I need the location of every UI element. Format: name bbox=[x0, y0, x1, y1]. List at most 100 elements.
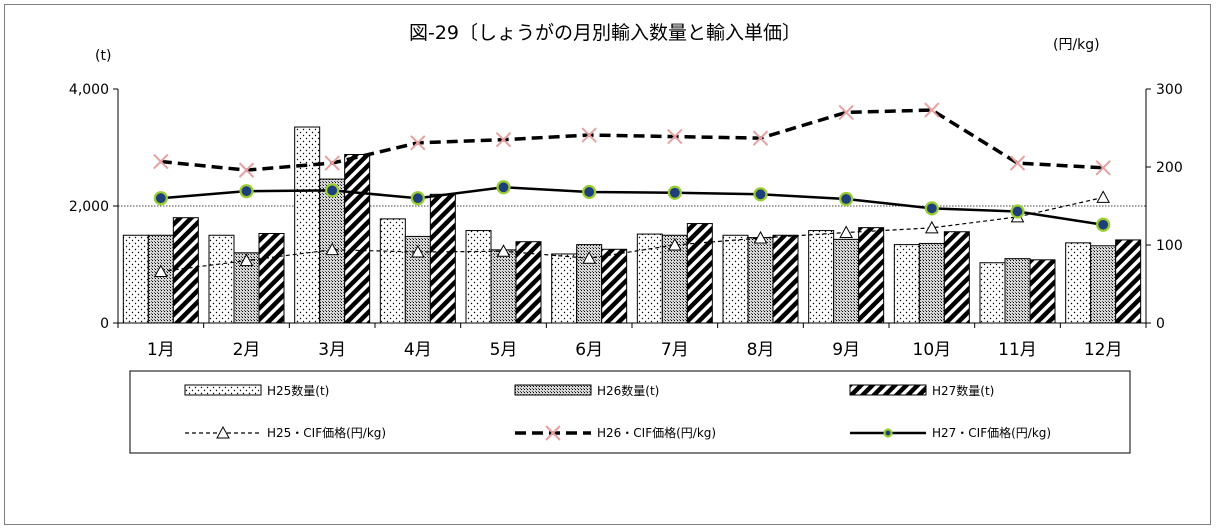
bar-h25 bbox=[208, 234, 235, 324]
line-h27 bbox=[160, 186, 1104, 226]
left-tick-label: 4,000 bbox=[69, 82, 109, 98]
right-tick-label: 200 bbox=[1156, 160, 1183, 176]
bar-h25 bbox=[1065, 242, 1092, 324]
marker-h25 bbox=[496, 244, 511, 257]
legend-label-line-h25: H25・CIF価格(円/kg) bbox=[267, 425, 386, 440]
marker-h26-stroke bbox=[324, 155, 340, 171]
bar-h26 bbox=[918, 242, 945, 324]
x-tick-label: 2月 bbox=[233, 340, 261, 360]
bar-h26 bbox=[1090, 245, 1117, 324]
marker-h26-stroke bbox=[238, 162, 255, 178]
marker-h27 bbox=[839, 191, 854, 207]
plot-area: 0 2,000 4,000 0 100 200 300 1月 2月 3月 4月 5月 6月 7月 8月 9月 1… bbox=[69, 82, 1183, 360]
bar-h27 bbox=[1029, 259, 1056, 324]
marker-h25 bbox=[582, 251, 597, 264]
marker-h27 bbox=[582, 184, 597, 200]
right-tick-label: 100 bbox=[1156, 238, 1183, 254]
right-axis-unit: (円/kg) bbox=[1053, 37, 1100, 53]
bar-h27 bbox=[943, 231, 970, 324]
marker-h26-stroke bbox=[153, 153, 169, 170]
bar-h25 bbox=[808, 230, 835, 324]
bar-h25 bbox=[893, 244, 920, 324]
marker-h25 bbox=[410, 244, 425, 258]
marker-h27 bbox=[410, 191, 425, 206]
marker-h26 bbox=[838, 104, 854, 121]
marker-h25 bbox=[325, 242, 340, 256]
x-tick-label: 1月 bbox=[147, 340, 175, 360]
marker-h26 bbox=[1009, 155, 1026, 171]
x-tick-label: 11月 bbox=[998, 340, 1037, 360]
bar-h26 bbox=[1004, 258, 1031, 324]
chart-svg: 図-29〔しょうがの月別輸入数量と輸入単価〕 (t) (円/kg) 0 2,000… bbox=[69, 22, 1183, 454]
x-tick-label: 8月 bbox=[747, 340, 775, 360]
marker-h26 bbox=[667, 128, 683, 145]
right-tick-label: 300 bbox=[1156, 82, 1183, 98]
marker-h25 bbox=[667, 237, 682, 251]
marker-h25 bbox=[924, 220, 939, 234]
bar-h27 bbox=[515, 241, 542, 324]
bar-h25 bbox=[979, 262, 1006, 324]
line-h26 bbox=[160, 108, 1104, 172]
marker-h26-stroke bbox=[581, 127, 597, 143]
bar-h27 bbox=[858, 227, 885, 324]
bar-h26 bbox=[490, 249, 517, 324]
marker-h26 bbox=[324, 155, 340, 171]
bar-h27 bbox=[258, 232, 285, 324]
bar-h25 bbox=[294, 126, 321, 324]
marker-h27 bbox=[1096, 217, 1111, 232]
marker-h26-stroke bbox=[1095, 160, 1111, 176]
legend-swatch-bar-h26 bbox=[514, 384, 592, 396]
marker-h27 bbox=[239, 184, 254, 199]
legend-label-bar-h25: H25数量(t) bbox=[267, 383, 329, 398]
right-tick-label: 0 bbox=[1156, 316, 1165, 332]
marker-h25 bbox=[753, 230, 768, 244]
left-tick-label: 2,000 bbox=[69, 199, 109, 215]
marker-h26 bbox=[495, 131, 512, 148]
x-tick-label: 9月 bbox=[832, 340, 860, 360]
legend-marker-h26-stroke bbox=[545, 425, 561, 441]
chart-title: 図-29〔しょうがの月別輸入数量と輸入単価〕 bbox=[409, 22, 801, 44]
x-tick-label: 4月 bbox=[404, 340, 432, 360]
marker-h27 bbox=[753, 187, 768, 202]
marker-h25 bbox=[1096, 190, 1111, 203]
marker-h27 bbox=[496, 180, 511, 195]
legend-marker-h25 bbox=[216, 425, 230, 439]
marker-h27 bbox=[924, 201, 939, 216]
marker-h27 bbox=[153, 191, 168, 206]
legend-swatch-bar-h25 bbox=[184, 384, 262, 396]
marker-h27 bbox=[325, 183, 340, 198]
bar-h27 bbox=[172, 217, 199, 324]
bar-h27 bbox=[772, 234, 799, 324]
marker-h26-stroke bbox=[667, 128, 683, 145]
x-tick-label: 10月 bbox=[913, 340, 952, 360]
marker-h26-stroke bbox=[1009, 155, 1026, 171]
bar-h26 bbox=[747, 237, 774, 324]
legend-label-bar-h27: H27数量(t) bbox=[932, 383, 994, 398]
marker-h25 bbox=[239, 253, 254, 267]
marker-h27 bbox=[1010, 204, 1025, 219]
marker-h26-stroke bbox=[752, 130, 769, 146]
left-axis-unit: (t) bbox=[95, 48, 111, 64]
marker-h25 bbox=[153, 264, 168, 278]
legend-label-bar-h26: H26数量(t) bbox=[597, 383, 659, 398]
bar-h27 bbox=[686, 223, 713, 324]
marker-h25 bbox=[839, 225, 854, 239]
legend-marker-h27 bbox=[883, 428, 893, 438]
legend-swatch-bar-h27 bbox=[849, 384, 927, 396]
marker-h26 bbox=[410, 135, 426, 151]
legend-label-line-h27: H27・CIF価格(円/kg) bbox=[932, 425, 1051, 440]
bar-h25 bbox=[722, 234, 749, 324]
marker-h26-stroke bbox=[495, 131, 512, 148]
marker-h26 bbox=[581, 127, 597, 143]
marker-h26 bbox=[153, 153, 169, 170]
marker-h26 bbox=[924, 102, 940, 118]
bar-h27 bbox=[1115, 239, 1142, 324]
x-tick-label: 7月 bbox=[661, 340, 689, 360]
marker-h26 bbox=[752, 130, 769, 146]
marker-h27 bbox=[667, 185, 682, 200]
bar-h26 bbox=[147, 234, 174, 324]
bar-h25 bbox=[465, 230, 492, 324]
legend-box bbox=[129, 370, 1131, 454]
x-tick-label: 12月 bbox=[1084, 340, 1123, 360]
marker-h26-stroke bbox=[410, 135, 426, 151]
